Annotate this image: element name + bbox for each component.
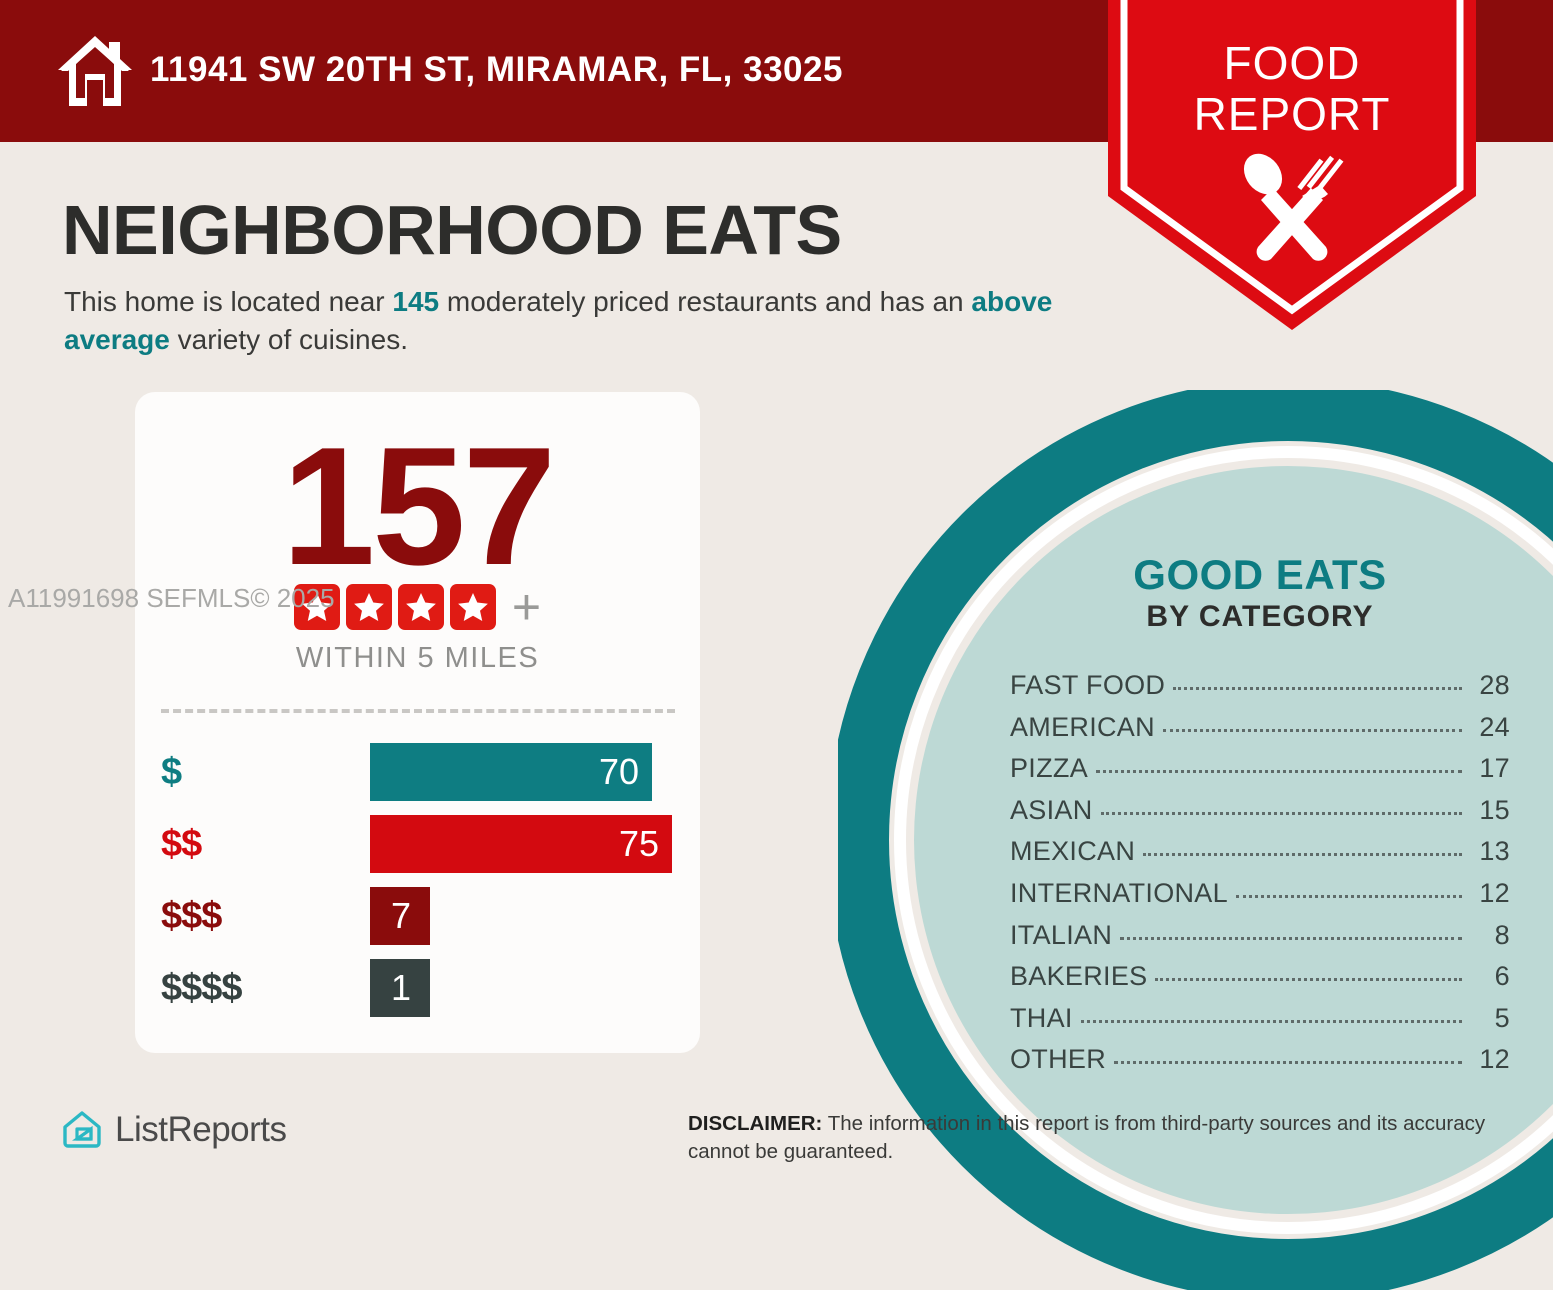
star-icon — [449, 584, 496, 630]
category-name: ITALIAN — [1010, 919, 1113, 950]
bar-label: $$$$ — [161, 967, 243, 1009]
category-name: BAKERIES — [1010, 961, 1148, 992]
category-count: 28 — [1479, 670, 1510, 700]
good-eats-subtitle: BY CATEGORY — [1146, 600, 1374, 633]
good-eats-title: GOOD EATS — [1133, 551, 1387, 598]
food-report-badge: FOOD REPORT — [1108, 0, 1476, 330]
leader-dots — [1080, 1019, 1462, 1023]
category-count: 6 — [1494, 961, 1510, 992]
category-row: FAST FOOD 28 — [1010, 670, 1510, 712]
house-icon — [58, 36, 132, 106]
divider — [161, 709, 675, 713]
listreports-logo[interactable]: ListReports — [60, 1108, 287, 1152]
category-row: AMERICAN 24 — [1010, 712, 1510, 754]
leader-dots — [1143, 853, 1462, 857]
page-subtitle: This home is located near 145 moderately… — [64, 283, 1094, 359]
category-name: PIZZA — [1010, 753, 1089, 784]
bar-label: $$$ — [161, 895, 222, 937]
bar-value: 1 — [390, 967, 412, 1008]
page-title: NEIGHBORHOOD EATS — [62, 191, 842, 269]
bar-fill: 7 — [370, 887, 430, 945]
listreports-house-icon — [63, 1111, 101, 1148]
subtitle-restaurant-count: 145 — [392, 286, 440, 317]
subtitle-text-1: This home is located near — [64, 286, 393, 317]
price-tier-bar-chart: $70 $$ 75 $$$ 7 $$$$ 1 — [135, 737, 700, 1025]
category-row: OTHER 12 — [1010, 1044, 1510, 1086]
leader-dots — [1114, 1061, 1462, 1065]
star-icon — [397, 584, 444, 630]
category-row: BAKERIES 6 — [1010, 961, 1510, 1003]
star-rating: + — [135, 579, 700, 635]
category-row: INTERNATIONAL 12 — [1010, 878, 1510, 920]
category-count: 5 — [1494, 1002, 1510, 1033]
category-name: OTHER — [1010, 1044, 1106, 1075]
category-row: THAI 5 — [1010, 1003, 1510, 1045]
bar-track: 7 — [370, 887, 672, 945]
leader-dots — [1235, 894, 1462, 898]
category-name: THAI — [1010, 1002, 1073, 1033]
category-name: ASIAN — [1010, 794, 1093, 825]
bar-track: 75 — [370, 815, 672, 873]
category-row: ITALIAN 8 — [1010, 920, 1510, 962]
category-row: PIZZA 17 — [1010, 753, 1510, 795]
good-eats-panel: GOOD EATS BY CATEGORY FAST FOOD 28 AMERICA… — [1010, 552, 1510, 1086]
leader-dots — [1162, 728, 1462, 732]
subtitle-variety-rating: above average — [64, 286, 1053, 355]
bar-row: $70 — [135, 737, 700, 809]
category-count: 8 — [1494, 919, 1510, 950]
spoon-fork-icon — [1243, 153, 1344, 261]
category-list: FAST FOOD 28 AMERICAN 24 PIZZA 17 ASIAN 15 MEXIC… — [1010, 670, 1510, 1086]
badge-shape — [1108, 0, 1476, 330]
bar-value: 75 — [618, 823, 659, 864]
bar-label: $ — [161, 751, 182, 793]
bar-track: 70 — [370, 743, 672, 801]
bar-label: $$ — [161, 823, 202, 865]
category-name: FAST FOOD — [1010, 670, 1166, 700]
disclaimer-body: The information in this report is from t… — [688, 1112, 1486, 1163]
subtitle-text-2: moderately priced restaurants and has an — [439, 286, 972, 317]
leader-dots — [1096, 770, 1462, 774]
disclaimer: DISCLAIMER: The information in this repo… — [688, 1110, 1493, 1166]
bar-fill: 1 — [370, 959, 430, 1017]
leader-dots — [1100, 811, 1462, 815]
disclaimer-label: DISCLAIMER: — [688, 1112, 823, 1135]
bar-fill: 75 — [370, 815, 672, 873]
restaurant-count-total: 157 — [281, 412, 556, 600]
category-count: 13 — [1479, 836, 1510, 867]
bar-value: 7 — [390, 895, 412, 936]
category-row: MEXICAN 13 — [1010, 836, 1510, 878]
category-count: 12 — [1479, 1044, 1510, 1075]
plus-icon: + — [511, 579, 542, 635]
bar-row: $$ 75 — [135, 809, 700, 881]
category-name: AMERICAN — [1010, 711, 1155, 742]
bar-fill: 70 — [370, 743, 652, 801]
listreports-wordmark: ListReports — [115, 1110, 287, 1149]
category-count: 17 — [1479, 753, 1510, 784]
bar-row: $$$ 7 — [135, 881, 700, 953]
leader-dots — [1155, 978, 1462, 982]
leader-dots — [1173, 687, 1462, 690]
within-radius-label: WITHIN 5 MILES — [295, 642, 540, 674]
star-icon — [345, 584, 392, 630]
category-row: ASIAN 15 — [1010, 795, 1510, 837]
bar-value: 70 — [598, 751, 639, 792]
stats-card: 157 + WITHIN 5 MILES $70 $$ 75 $$$ 7 $$$$ 1 — [135, 392, 700, 1053]
category-count: 12 — [1479, 877, 1510, 908]
subtitle-text-3: variety of cuisines. — [169, 324, 408, 355]
bar-track: 1 — [370, 959, 672, 1017]
category-name: INTERNATIONAL — [1010, 877, 1228, 908]
category-count: 15 — [1479, 794, 1510, 825]
leader-dots — [1120, 936, 1462, 940]
category-name: MEXICAN — [1010, 836, 1136, 867]
category-count: 24 — [1479, 711, 1510, 742]
bar-row: $$$$ 1 — [135, 953, 700, 1025]
property-address: 11941 SW 20TH ST, MIRAMAR, FL, 33025 — [150, 50, 843, 89]
star-icon — [293, 584, 340, 630]
